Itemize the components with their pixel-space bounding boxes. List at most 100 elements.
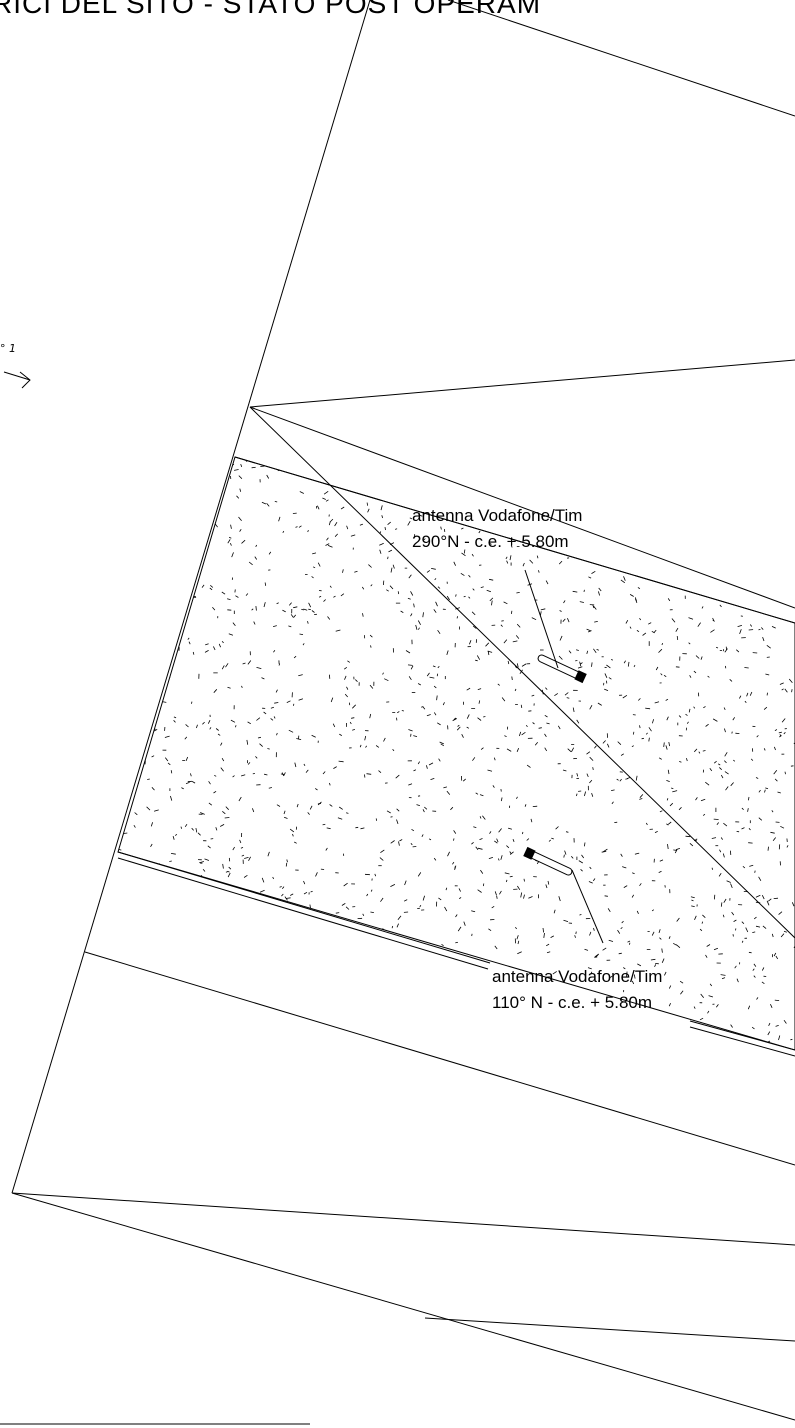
gravel-stipple [408,574,412,579]
gravel-stipple [455,941,459,944]
gravel-stipple [355,679,358,682]
gravel-stipple [762,636,765,642]
gravel-stipple [602,947,607,951]
gravel-stipple [525,725,528,728]
gravel-stipple [761,895,765,900]
gravel-stipple [742,865,746,869]
gravel-stipple [652,719,654,724]
gravel-stipple [139,931,142,933]
gravel-stipple [699,1017,704,1021]
gravel-stipple [680,503,684,507]
gravel-stipple [666,780,670,782]
gravel-stipple [529,559,534,564]
gravel-stipple [668,742,670,747]
gravel-stipple [545,943,550,947]
gravel-stipple [288,602,292,606]
gravel-stipple [118,1019,119,1023]
gravel-stipple [593,605,597,610]
gravel-stipple [498,828,502,833]
gravel-stipple [211,930,214,932]
gravel-stipple [189,951,192,956]
gravel-stipple [496,838,499,843]
gravel-stipple [748,951,752,954]
gravel-stipple [241,987,245,990]
gravel-stipple [205,1058,208,1059]
gravel-stipple [424,956,428,958]
gravel-stipple [370,584,373,587]
gravel-stipple [491,465,494,469]
gravel-stipple [308,602,312,608]
gravel-stipple [138,906,141,908]
gravel-stipple [274,501,278,503]
gravel-stipple [288,625,292,628]
gravel-stipple [163,876,165,880]
gravel-stipple [532,722,535,725]
gravel-stipple [722,853,725,858]
gravel-stipple [763,748,766,751]
gravel-stipple [242,662,246,665]
gravel-stipple [114,608,117,610]
gravel-stipple [413,769,417,772]
gravel-stipple [361,586,365,590]
gravel-stipple [185,724,189,728]
gravel-stipple [214,775,217,777]
gravel-stipple [352,704,356,709]
gravel-stipple [675,944,681,949]
gravel-stipple [625,778,629,780]
gravel-stipple [443,986,447,991]
gravel-stipple [153,729,158,732]
gravel-stipple [516,1036,519,1040]
gravel-stipple [523,878,525,882]
gravel-stipple [392,564,395,569]
gravel-stipple [644,465,646,471]
gravel-stipple [309,904,311,909]
gravel-stipple [295,526,298,528]
gravel-stipple [501,697,506,702]
gravel-stipple [315,972,318,977]
gravel-stipple [729,484,733,487]
gravel-stipple [230,719,236,723]
gravel-stipple [141,659,144,661]
gravel-stipple [784,688,788,693]
gravel-stipple [390,840,395,844]
gravel-stipple [392,748,395,752]
gravel-stipple [586,751,591,755]
gravel-stipple [628,942,631,945]
gravel-stipple [540,611,542,616]
gravel-stipple [768,594,770,597]
gravel-stipple [509,851,512,854]
gravel-stipple [351,1050,352,1052]
gravel-stipple [554,693,559,697]
gravel-stipple [142,731,144,735]
gravel-stipple [539,986,542,990]
gravel-stipple [452,861,455,865]
gravel-stipple [664,971,667,976]
gravel-stipple [378,977,382,981]
gravel-stipple [790,1038,793,1041]
gravel-stipple [543,932,545,938]
gravel-stipple [654,701,660,704]
gravel-stipple [487,650,490,656]
gravel-stipple [221,591,226,595]
gravel-stipple [303,880,306,885]
gravel-stipple [369,713,372,719]
gravel-stipple [730,883,733,889]
gravel-stipple [337,817,343,820]
gravel-stipple [233,989,236,992]
gravel-stipple [151,908,155,912]
gravel-stipple [633,1057,636,1060]
gravel-stipple [631,980,635,985]
gravel-stipple [217,733,221,736]
gravel-stipple [661,958,665,963]
gravel-stipple [172,903,175,907]
gravel-stipple [556,477,560,480]
gravel-stipple [663,742,665,747]
gravel-stipple [426,672,430,677]
gravel-stipple [634,852,640,855]
gravel-stipple [407,664,413,666]
gravel-stipple [276,804,281,807]
gravel-stipple [719,849,722,853]
gravel-stipple [178,523,181,527]
gravel-stipple [379,542,384,546]
